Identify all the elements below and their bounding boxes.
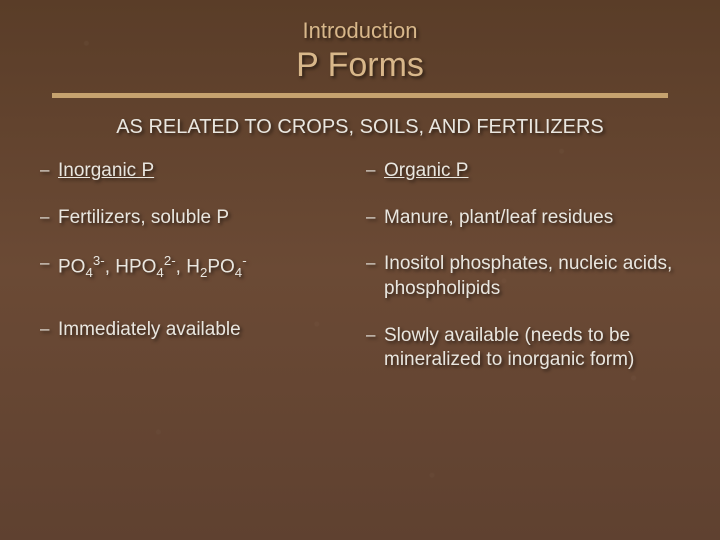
- left-item-2: Immediately available: [58, 318, 241, 343]
- list-item: – Fertilizers, soluble P: [40, 206, 354, 231]
- left-column-header: Inorganic P: [58, 159, 154, 184]
- right-column: – Organic P – Manure, plant/leaf residue…: [366, 159, 680, 395]
- bullet-dash-icon: –: [40, 252, 58, 274]
- list-item: – Inorganic P: [40, 159, 354, 184]
- slide-content: Introduction P Forms AS RELATED TO CROPS…: [40, 18, 680, 395]
- left-item-1: PO43-, HPO42-, H2PO4-: [58, 252, 247, 281]
- right-item-1: Inositol phosphates, nucleic acids, phos…: [384, 252, 680, 301]
- left-column: – Inorganic P – Fertilizers, soluble P –…: [40, 159, 354, 395]
- list-item: – PO43-, HPO42-, H2PO4-: [40, 252, 354, 281]
- right-item-0: Manure, plant/leaf residues: [384, 206, 613, 231]
- list-item: – Organic P: [366, 159, 680, 184]
- bullet-dash-icon: –: [366, 206, 384, 228]
- bullet-dash-icon: –: [366, 252, 384, 274]
- subtitle: AS RELATED TO CROPS, SOILS, AND FERTILIZ…: [40, 116, 680, 139]
- bullet-dash-icon: –: [40, 318, 58, 340]
- list-item: – Immediately available: [40, 318, 354, 343]
- list-item: – Slowly available (needs to be minerali…: [366, 324, 680, 373]
- title-rule: [52, 93, 668, 98]
- bullet-dash-icon: –: [366, 159, 384, 181]
- two-column-layout: – Inorganic P – Fertilizers, soluble P –…: [40, 159, 680, 395]
- bullet-dash-icon: –: [366, 324, 384, 346]
- right-item-2: Slowly available (needs to be mineralize…: [384, 324, 680, 373]
- bullet-dash-icon: –: [40, 159, 58, 181]
- slide-title: P Forms: [40, 46, 680, 85]
- list-item: – Inositol phosphates, nucleic acids, ph…: [366, 252, 680, 301]
- list-item: – Manure, plant/leaf residues: [366, 206, 680, 231]
- right-column-header: Organic P: [384, 159, 468, 184]
- supertitle: Introduction: [40, 18, 680, 44]
- bullet-dash-icon: –: [40, 206, 58, 228]
- left-item-0: Fertilizers, soluble P: [58, 206, 229, 231]
